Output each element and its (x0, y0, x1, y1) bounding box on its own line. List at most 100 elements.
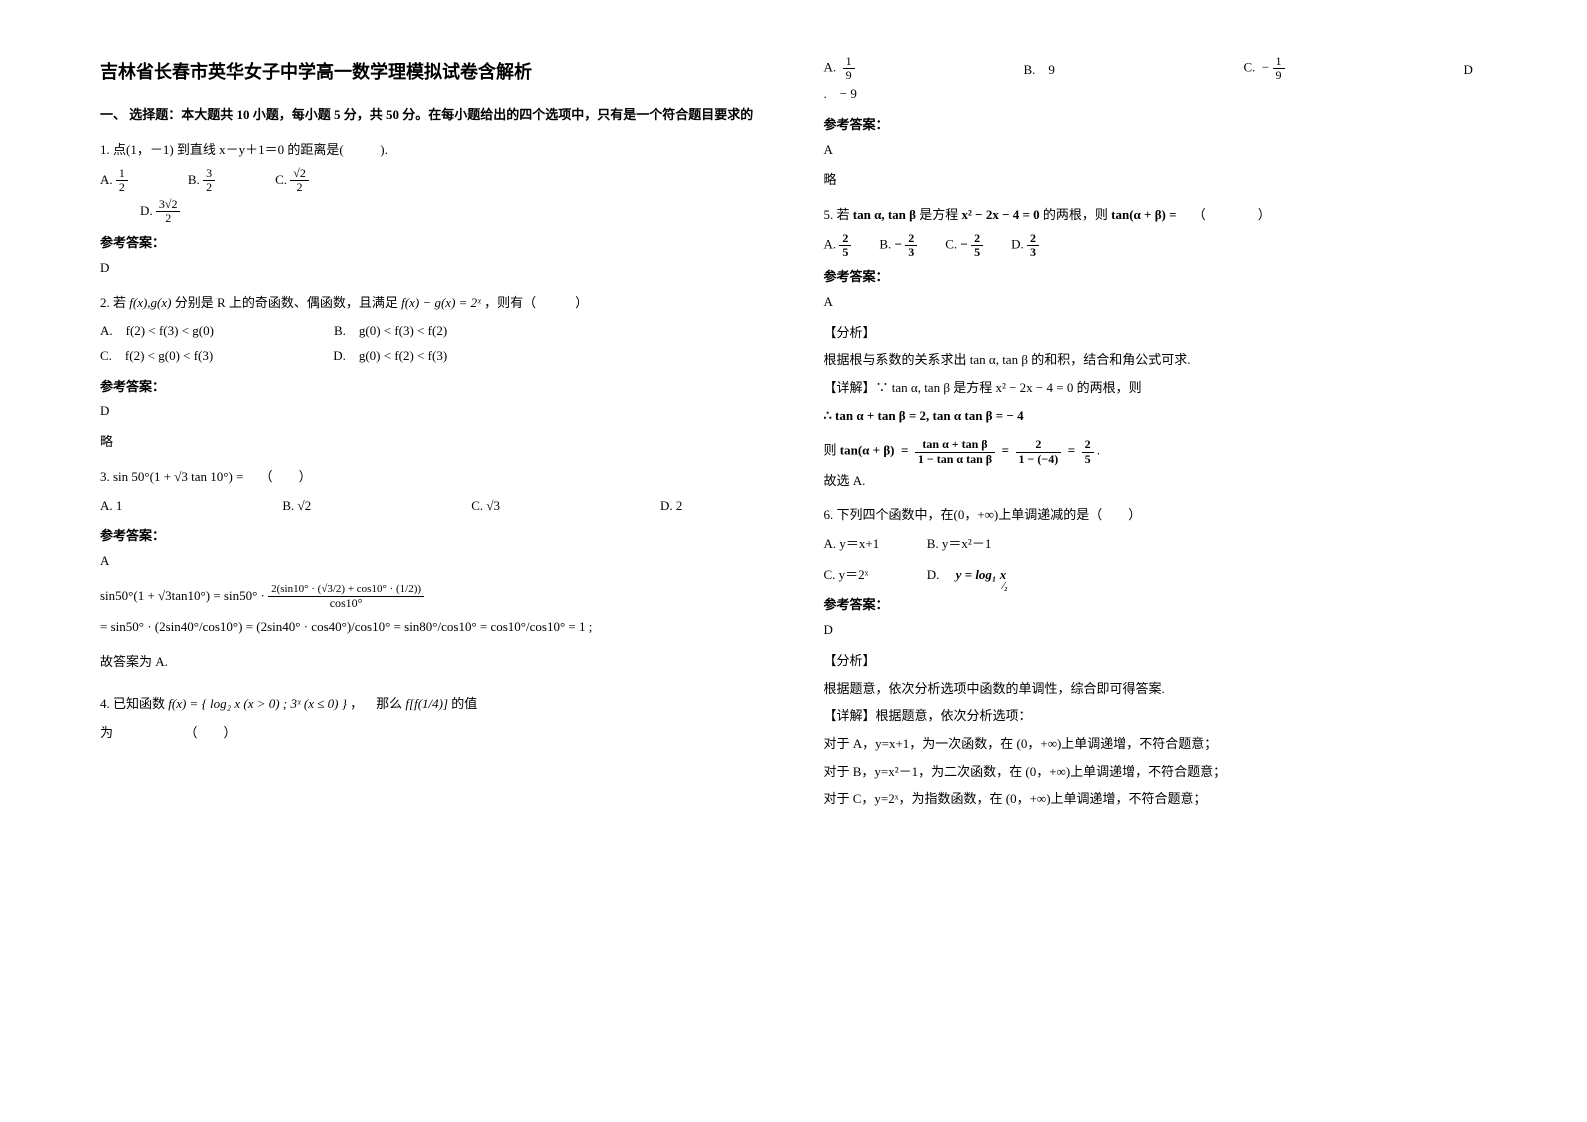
fraction-icon: 23 (1027, 232, 1039, 259)
q4-c: 的值 (451, 696, 477, 711)
q5-optC: C. − 25 (945, 232, 983, 259)
fraction-icon: 19 (1273, 55, 1285, 82)
q3-w1-left: sin50°(1 + √3tan10°) = sin50° · (100, 588, 265, 603)
eq-sign: = (1064, 443, 1078, 458)
q3-options: A. 1 B. √2 C. √3 D. 2 (100, 494, 764, 519)
q2-b: f(x),g(x) (129, 295, 171, 310)
fraction-icon: 25 (1082, 438, 1094, 465)
q6-row1: A. y＝x+1 B. y＝x²－1 (824, 532, 1493, 557)
q4-stem: 4. 已知函数 f(x) = { log₂ x (x > 0) ; 3ˣ (x … (100, 692, 764, 717)
q2-e: ，则有（ ） (484, 295, 588, 310)
q4-ans-label: 参考答案： (824, 113, 1493, 138)
left-column: 吉林省长春市英华女子中学高一数学理模拟试卷含解析 一、 选择题：本大题共 10 … (65, 55, 794, 1067)
q2-d: f(x) − g(x) = 2ˣ (401, 295, 481, 310)
q4-optC: C. − 19 (1244, 55, 1464, 82)
eq-sign: = (998, 443, 1012, 458)
q6-optA: A. y＝x+1 (824, 532, 924, 557)
q6-optB: B. y＝x²－1 (927, 536, 992, 551)
q4-optB: B. 9 (1024, 58, 1244, 83)
q6-详解head: 【详解】根据题意，依次分析选项： (824, 704, 1493, 729)
q5-g: （ ） (1180, 207, 1271, 222)
q2-row2: C. f(2) < g(0) < f(3) D. g(0) < f(2) < f… (100, 344, 764, 369)
q2-optB: B. g(0) < f(3) < f(2) (334, 319, 447, 344)
q5-optA: A. 25 (824, 232, 852, 259)
q6-分析: 【分析】 (824, 649, 1493, 674)
neg-sign: − (960, 236, 967, 251)
q5-f: tan(α + β) = (1111, 207, 1176, 222)
q5-ans: A (824, 290, 1493, 315)
q5-则: 则 (824, 443, 837, 458)
q6-optD: D. y = log₁ x ⁄₂ (927, 567, 1006, 582)
q1-options: A. 12 B. 32 C. √22 (100, 167, 764, 194)
q6-lA: 对于 A，y=x+1，为一次函数，在 (0，+∞)上单调递增，不符合题意； (824, 732, 1493, 757)
q6-分析line: 根据题意，依次分析选项中函数的单调性，综合即可得答案. (824, 677, 1493, 702)
optD-label: D. (140, 199, 153, 224)
q4-略: 略 (824, 168, 1493, 193)
q4-optD: D (1464, 58, 1473, 83)
q4-b: ， 那么 (350, 696, 402, 711)
q5-分析: 【分析】 (824, 321, 1493, 346)
q5-optB: B. − 23 (879, 232, 917, 259)
q6-optD-label: D. (927, 567, 940, 582)
q1-ans: D (100, 256, 764, 281)
q5-c: 是方程 (919, 207, 958, 222)
q1-stem-prefix: 1. 点(1，－1) 到直线 x－y＋1＝0 的距离是( (100, 142, 344, 157)
q1-ans-label: 参考答案： (100, 231, 764, 256)
q3-optD: D. 2 (660, 494, 682, 519)
fraction-icon: 25 (839, 232, 851, 259)
q5-eq: 则 tan(α + β) = tan α + tan β1 − tan α ta… (824, 438, 1493, 465)
optB-label: B. (188, 168, 200, 193)
fraction-icon: 23 (905, 232, 917, 259)
period: . (1097, 443, 1100, 458)
q5-b: tan α, tan β (853, 207, 916, 222)
fraction-icon: 21 − (−4) (1016, 438, 1062, 465)
q2-略: 略 (100, 430, 764, 455)
section-heading: 一、 选择题：本大题共 10 小题，每小题 5 分，共 50 分。在每小题给出的… (100, 103, 764, 128)
q5-e: 的两根，则 (1043, 207, 1108, 222)
q3-stem-text: 3. sin 50°(1 + √3 tan 10°) = （ ） (100, 469, 312, 484)
fraction-icon: 32 (203, 167, 215, 194)
neg-sign: − (1262, 60, 1269, 75)
q4-optA: A. 19 (824, 55, 1024, 82)
q4-optA-label: A. (824, 60, 837, 75)
fraction-icon: √22 (290, 167, 309, 194)
q1-optA: A. 12 (100, 167, 128, 194)
q1-stem: 1. 点(1，－1) 到直线 x－y＋1＝0 的距离是( ). (100, 138, 764, 163)
q3-work2: = sin50° · (2sin40°/cos10°) = (2sin40° ·… (100, 613, 764, 642)
q5-optA-label: A. (824, 236, 837, 251)
q2-c: 分别是 R 上的奇函数、偶函数，且满足 (175, 295, 398, 310)
q2-a: 2. 若 (100, 295, 126, 310)
q3-final: 故答案为 A. (100, 650, 764, 675)
q6-optD-expr: y = log₁ x ⁄₂ (956, 567, 1007, 582)
q4-options: A. 19 B. 9 C. − 19 D (824, 55, 1493, 82)
right-column: A. 19 B. 9 C. − 19 D . − 9 参考答案： A 略 5. … (794, 55, 1523, 1067)
q5-optC-label: C. (945, 236, 957, 251)
q5-分析line: 根据根与系数的关系求出 tan α, tan β 的和积，结合和角公式可求. (824, 348, 1493, 373)
q4-ans: A (824, 138, 1493, 163)
q4-optD-line2: . − 9 (824, 82, 1493, 107)
q2-ans: D (100, 399, 764, 424)
q2-optD: D. g(0) < f(2) < f(3) (333, 344, 447, 369)
fraction-icon: 25 (971, 232, 983, 259)
q2-optA: A. f(2) < f(3) < g(0) (100, 319, 214, 344)
q3-work: sin50°(1 + √3tan10°) = sin50° · 2(sin10°… (100, 582, 764, 642)
q1-optD: D. 3√22 (140, 198, 180, 225)
q3-optC: C. √3 (471, 494, 500, 519)
sub-half: ⁄₂ (1003, 577, 1008, 596)
q6-row2: C. y＝2ˣ D. y = log₁ x ⁄₂ (824, 563, 1493, 588)
q6-lC: 对于 C，y=2ˣ，为指数函数，在 (0，+∞)上单调递增，不符合题意； (824, 787, 1493, 812)
q3-ans-label: 参考答案： (100, 524, 764, 549)
fraction-icon: 12 (116, 167, 128, 194)
q1-stem-suffix: ). (380, 142, 388, 157)
q6-stem: 6. 下列四个函数中，在(0，+∞)上单调递减的是（ ） (824, 503, 1493, 528)
q5-optD-label: D. (1011, 236, 1024, 251)
optA-label: A. (100, 168, 113, 193)
q4-ff: f[f(1/4)] (405, 696, 448, 711)
optC-label: C. (275, 168, 287, 193)
q5-d: x² − 2x − 4 = 0 (962, 207, 1040, 222)
fraction-icon: 2(sin10° · (√3/2) + cos10° · (1/2)) cos1… (268, 583, 424, 609)
q2-stem: 2. 若 f(x),g(x) 分别是 R 上的奇函数、偶函数，且满足 f(x) … (100, 291, 764, 316)
q3-stem: 3. sin 50°(1 + √3 tan 10°) = （ ） (100, 465, 764, 490)
q6-optC: C. y＝2ˣ (824, 563, 924, 588)
q5-options: A. 25 B. − 23 C. − 25 D. 23 (824, 232, 1493, 259)
